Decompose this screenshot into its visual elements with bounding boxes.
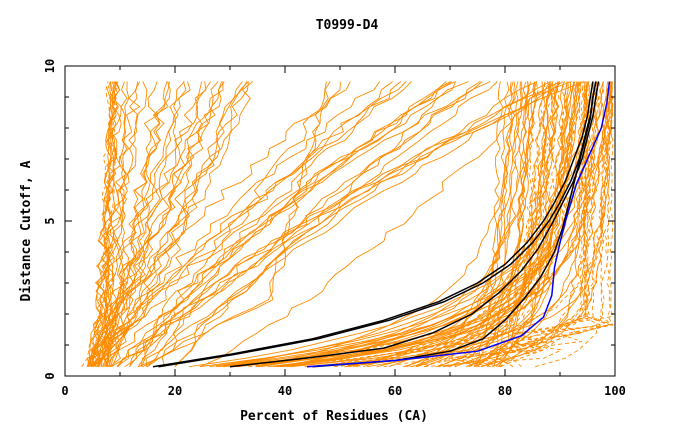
model-curve bbox=[90, 81, 248, 367]
model-curve bbox=[90, 81, 351, 368]
model-curve bbox=[137, 81, 491, 367]
model-curve bbox=[468, 81, 560, 368]
model-curve bbox=[496, 81, 596, 368]
highlighted-curves bbox=[152, 81, 611, 368]
model-curve bbox=[248, 81, 598, 368]
model-curve bbox=[88, 81, 203, 367]
model-curve bbox=[88, 81, 141, 367]
x-tick-label: 0 bbox=[61, 384, 68, 398]
model-curve bbox=[86, 81, 141, 367]
x-tick-label: 80 bbox=[498, 384, 512, 398]
model-curve bbox=[90, 81, 225, 367]
model-curve bbox=[90, 81, 412, 367]
model-curve bbox=[257, 81, 551, 368]
x-tick-label: 100 bbox=[604, 384, 626, 398]
model-curve bbox=[174, 81, 538, 368]
model-curve bbox=[116, 81, 451, 368]
model-curve bbox=[495, 81, 554, 367]
model-curve bbox=[161, 81, 453, 367]
y-tick-label: 10 bbox=[43, 59, 57, 73]
model-curve bbox=[355, 81, 552, 368]
model-curve bbox=[416, 81, 510, 368]
y-tick-label: 0 bbox=[43, 372, 57, 379]
model-curve bbox=[280, 81, 582, 368]
model-curve bbox=[147, 81, 327, 368]
series-line-black-4 bbox=[312, 81, 597, 368]
model-curve bbox=[423, 81, 532, 368]
model-curve bbox=[473, 81, 583, 367]
series-line-black-3 bbox=[229, 81, 600, 368]
model-curve bbox=[91, 81, 185, 367]
model-curve bbox=[481, 81, 559, 368]
axes: 0 20 40 60 80 100 0 5 10 bbox=[43, 59, 626, 398]
chart-title: T0999-D4 bbox=[316, 18, 379, 33]
model-curve bbox=[217, 81, 576, 368]
y-tick-label: 5 bbox=[43, 217, 57, 224]
model-curve bbox=[101, 81, 402, 367]
model-curve bbox=[258, 81, 538, 368]
model-curve bbox=[117, 81, 483, 367]
model-curve bbox=[102, 81, 249, 367]
model-curve bbox=[94, 81, 407, 367]
model-curve bbox=[442, 81, 614, 368]
model-curve bbox=[449, 81, 553, 368]
model-curve bbox=[96, 81, 171, 367]
x-axis-label: Percent of Residues (CA) bbox=[240, 409, 428, 424]
model-curve bbox=[415, 81, 513, 368]
model-curve bbox=[304, 81, 575, 368]
model-curve bbox=[209, 81, 612, 368]
model-curve bbox=[333, 81, 613, 368]
model-curve bbox=[97, 81, 393, 367]
x-tick-label: 20 bbox=[168, 384, 182, 398]
model-curve bbox=[287, 81, 576, 368]
model-curve bbox=[255, 81, 515, 368]
model-curve bbox=[91, 81, 120, 367]
model-curve bbox=[448, 81, 590, 368]
model-curve bbox=[146, 81, 563, 368]
model-curve bbox=[313, 81, 579, 368]
model-curve bbox=[86, 81, 207, 367]
model-curve bbox=[91, 81, 469, 368]
model-curve bbox=[129, 81, 447, 367]
model-curve bbox=[410, 81, 611, 368]
model-curve bbox=[438, 81, 614, 368]
model-curve bbox=[141, 81, 456, 367]
model-curve bbox=[383, 81, 546, 368]
model-curve bbox=[110, 81, 224, 367]
model-curve bbox=[88, 81, 223, 367]
model-curve bbox=[465, 81, 600, 368]
model-curve bbox=[138, 81, 331, 368]
y-axis-label: Distance Cutoff, A bbox=[19, 160, 34, 301]
model-curve bbox=[447, 81, 557, 368]
model-curve bbox=[411, 81, 565, 368]
model-curve bbox=[388, 81, 516, 368]
series-line-highlight bbox=[306, 81, 611, 368]
model-curve bbox=[290, 81, 613, 368]
model-curve bbox=[405, 81, 527, 368]
series-line-black-1 bbox=[152, 81, 594, 368]
model-curves bbox=[81, 81, 614, 368]
model-curve bbox=[290, 81, 547, 368]
model-curve bbox=[93, 81, 148, 367]
series-line-black-2 bbox=[158, 81, 597, 368]
model-curve bbox=[109, 81, 249, 368]
model-curve bbox=[424, 81, 602, 368]
model-curve bbox=[145, 81, 572, 367]
model-curve bbox=[142, 81, 456, 368]
model-curve bbox=[435, 81, 612, 368]
model-curve bbox=[174, 81, 498, 368]
model-curve bbox=[96, 81, 381, 367]
model-curve bbox=[116, 81, 481, 367]
model-curve bbox=[476, 81, 544, 368]
model-curve bbox=[471, 81, 614, 367]
model-curve bbox=[344, 81, 580, 368]
x-tick-label: 60 bbox=[388, 384, 402, 398]
x-tick-label: 40 bbox=[278, 384, 292, 398]
